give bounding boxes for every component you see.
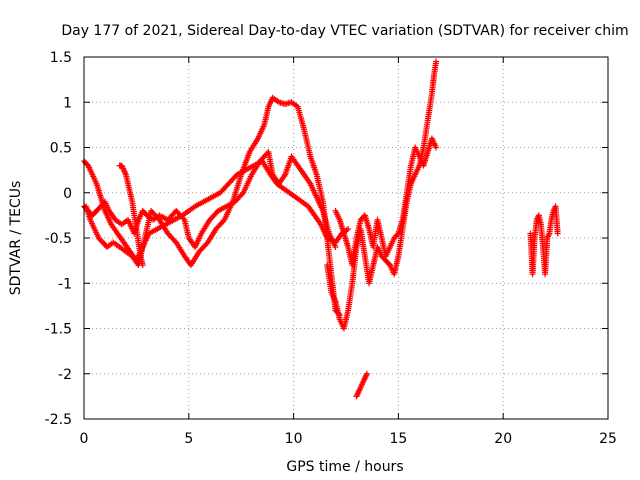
data-point	[554, 230, 561, 237]
series-track_d	[116, 162, 146, 269]
y-tick-label: 0	[63, 186, 72, 202]
data-point	[345, 225, 352, 232]
x-tick-label: 25	[599, 431, 617, 447]
x-tick-label: 20	[494, 431, 512, 447]
grid	[84, 57, 608, 419]
y-tick-label: 1.5	[50, 50, 72, 66]
data-point	[220, 218, 227, 225]
data-points	[81, 58, 561, 400]
ticks: -2.5 -2 -1.5 -1 -0.5 0 0.5 1 1.5 0 5 10 15 20 25	[45, 50, 617, 447]
y-tick-label: 1	[63, 95, 72, 111]
y-tick-label: -0.5	[45, 231, 72, 247]
series-track_h	[527, 203, 561, 278]
x-tick-label: 15	[389, 431, 407, 447]
data-point	[139, 262, 146, 269]
x-tick-label: 10	[285, 431, 303, 447]
y-tick-label: -1	[58, 276, 72, 292]
chart-title: Day 177 of 2021, Sidereal Day-to-day VTE…	[61, 23, 628, 39]
y-axis-label: SDTVAR / TECUs	[8, 181, 24, 296]
data-point	[239, 191, 246, 198]
y-tick-label: -2	[58, 367, 72, 383]
series-track_f	[324, 58, 440, 332]
y-tick-label: 0.5	[50, 141, 72, 157]
y-tick-label: -2.5	[45, 412, 72, 428]
x-tick-label: 5	[184, 431, 193, 447]
series-track_g	[353, 370, 370, 400]
y-tick-label: -1.5	[45, 322, 72, 338]
x-axis-label: GPS time / hours	[286, 459, 403, 475]
x-tick-label: 0	[80, 431, 89, 447]
data-point	[433, 58, 440, 65]
data-point	[363, 370, 370, 377]
data-point	[433, 144, 440, 151]
